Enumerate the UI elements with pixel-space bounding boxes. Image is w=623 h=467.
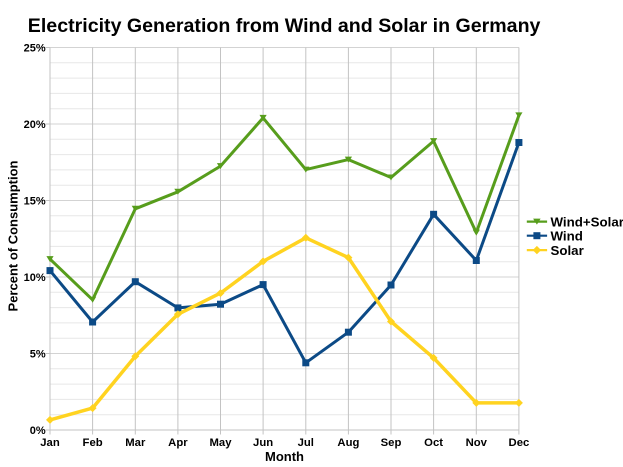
svg-text:Wind+Solar: Wind+Solar <box>551 214 623 229</box>
svg-text:15%: 15% <box>24 196 46 208</box>
svg-text:Jan: Jan <box>40 437 60 449</box>
svg-text:Apr: Apr <box>168 437 188 449</box>
svg-text:Sep: Sep <box>381 437 402 449</box>
svg-text:Wind: Wind <box>551 229 583 244</box>
svg-text:Mar: Mar <box>125 437 146 449</box>
svg-text:10%: 10% <box>24 272 46 284</box>
svg-text:20%: 20% <box>24 119 46 131</box>
svg-text:Aug: Aug <box>337 437 359 449</box>
svg-text:Jul: Jul <box>298 437 314 449</box>
svg-text:Electricity Generation from Wi: Electricity Generation from Wind and Sol… <box>28 15 541 37</box>
svg-text:Nov: Nov <box>466 437 488 449</box>
svg-text:25%: 25% <box>24 43 46 55</box>
svg-text:Month: Month <box>265 449 304 464</box>
svg-text:Oct: Oct <box>424 437 443 449</box>
svg-text:5%: 5% <box>30 349 46 361</box>
svg-text:0%: 0% <box>30 425 46 437</box>
svg-text:Solar: Solar <box>551 243 584 258</box>
svg-text:Jun: Jun <box>253 437 273 449</box>
svg-text:Feb: Feb <box>83 437 103 449</box>
svg-text:Dec: Dec <box>509 437 530 449</box>
svg-text:Percent of Consumption: Percent of Consumption <box>5 160 20 311</box>
svg-text:May: May <box>210 437 233 449</box>
